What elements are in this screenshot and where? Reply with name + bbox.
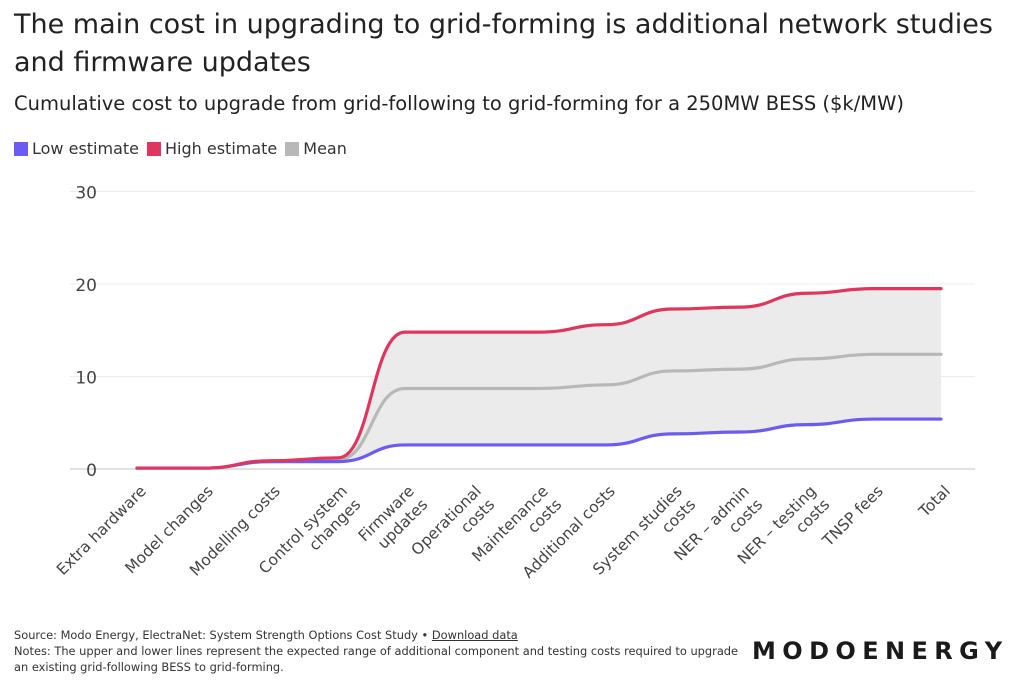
legend-label-mean: Mean [303,139,347,158]
download-data-link[interactable]: Download data [431,628,518,642]
legend-label-high: High estimate [165,139,278,158]
x-tick-label-11: TNSP fees [818,482,886,550]
y-tick-label-30: 30 [75,184,97,204]
legend-item-low[interactable]: Low estimate [14,139,139,158]
chart-legend: Low estimate High estimate Mean [14,139,355,158]
notes-text: Notes: The upper and lower lines represe… [14,644,739,674]
legend-swatch-low [14,141,28,156]
legend-item-high[interactable]: High estimate [147,139,277,158]
estimate-range-band [137,288,941,469]
chart-title: The main cost in upgrading to grid-formi… [14,9,993,78]
legend-swatch-mean [285,141,300,156]
y-tick-label-0: 0 [86,461,97,481]
y-tick-layer: 0 10 20 30 [75,184,97,482]
y-tick-label-10: 10 [75,369,97,389]
y-tick-label-20: 20 [75,276,97,296]
source-text: Source: Modo Energy, ElectraNet: System … [14,628,429,642]
legend-item-mean[interactable]: Mean [285,139,347,158]
footer: Source: Modo Energy, ElectraNet: System … [14,627,754,675]
legend-label-low: Low estimate [32,139,139,158]
band-layer [137,288,941,469]
line-layer [135,287,943,470]
series-line-high[interactable] [135,287,943,470]
chart-subtitle: Cumulative cost to upgrade from grid-fol… [14,92,904,115]
legend-swatch-high [147,141,161,156]
source-line: Source: Modo Energy, ElectraNet: System … [14,627,754,643]
brand-logo: MODOENERGY [752,637,1009,665]
x-tick-label-12: Total [915,482,954,521]
